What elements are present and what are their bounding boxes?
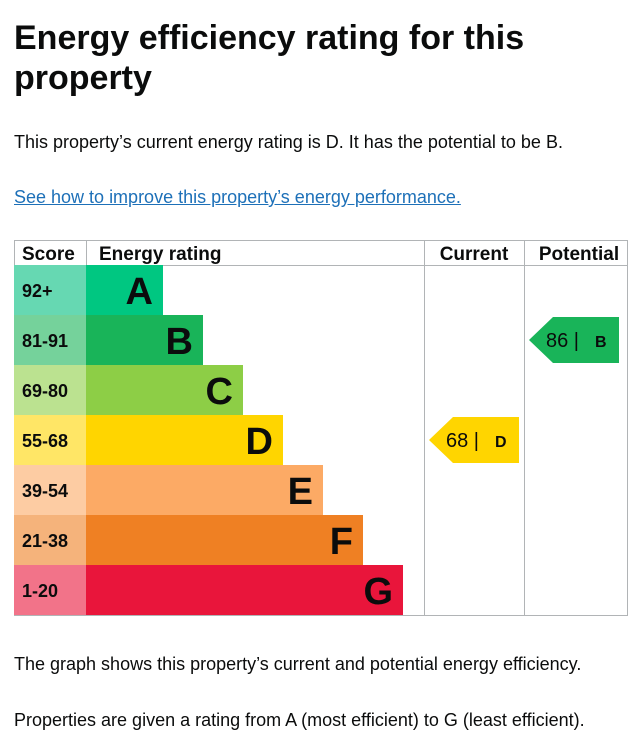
rating-letter-g: G bbox=[363, 571, 393, 613]
score-label-c: 69-80 bbox=[22, 381, 68, 401]
score-label-f: 21-38 bbox=[22, 531, 68, 551]
potential-rating-value: 86 | bbox=[546, 330, 579, 352]
rating-scale-explanation: Properties are given a rating from A (mo… bbox=[14, 710, 585, 730]
rating-letter-b: B bbox=[166, 321, 193, 363]
score-cell-g bbox=[14, 565, 86, 615]
rating-bar-f bbox=[86, 515, 363, 565]
score-cell-d bbox=[14, 415, 86, 465]
chart-grid bbox=[14, 240, 628, 616]
score-cell-e bbox=[14, 465, 86, 515]
rating-letter-a: A bbox=[126, 271, 153, 313]
header-potential: Potential bbox=[539, 244, 619, 265]
page-title-line2: property bbox=[14, 59, 152, 97]
page-title-line1: Energy efficiency rating for this bbox=[14, 19, 525, 57]
rating-letter-c: C bbox=[206, 371, 233, 413]
header-score: Score bbox=[22, 244, 75, 265]
rating-bar-d bbox=[86, 415, 283, 465]
rating-bar-g bbox=[86, 565, 403, 615]
improve-performance-link[interactable]: See how to improve this property’s energ… bbox=[14, 187, 461, 207]
graph-explanation: The graph shows this property’s current … bbox=[14, 654, 582, 674]
page-title: Energy efficiency rating for this proper… bbox=[14, 18, 614, 98]
current-rating-value: 68 | bbox=[446, 430, 479, 452]
score-label-e: 39-54 bbox=[22, 481, 68, 501]
header-current: Current bbox=[440, 244, 509, 265]
rating-letter-f: F bbox=[330, 521, 353, 563]
chart-headers: Score Energy rating Current Potential bbox=[22, 244, 619, 265]
rating-bar-b bbox=[86, 315, 203, 365]
rating-bar-c bbox=[86, 365, 243, 415]
rating-letter-d: D bbox=[246, 421, 273, 463]
chart-bands: 92+ A 81-91 B 69-80 C 55-68 D 39-54 E 21-38 F 1-20 G bbox=[14, 265, 403, 615]
rating-bar-e bbox=[86, 465, 323, 515]
score-cell-a bbox=[14, 265, 86, 315]
score-cell-f bbox=[14, 515, 86, 565]
header-energy-rating: Energy rating bbox=[99, 244, 221, 265]
score-label-d: 55-68 bbox=[22, 431, 68, 451]
score-label-g: 1-20 bbox=[22, 581, 58, 601]
chart-markers: 68 | D 86 | B bbox=[429, 317, 619, 463]
rating-bar-a bbox=[86, 265, 163, 315]
score-cell-b bbox=[14, 315, 86, 365]
potential-rating-letter: B bbox=[595, 334, 607, 351]
score-label-b: 81-91 bbox=[22, 331, 68, 351]
score-label-a: 92+ bbox=[22, 281, 53, 301]
score-cell-c bbox=[14, 365, 86, 415]
current-rating-arrow bbox=[429, 417, 519, 463]
rating-summary: This property’s current energy rating is… bbox=[14, 132, 563, 152]
current-rating-letter: D bbox=[495, 434, 507, 451]
rating-letter-e: E bbox=[288, 471, 313, 513]
potential-rating-arrow bbox=[529, 317, 619, 363]
